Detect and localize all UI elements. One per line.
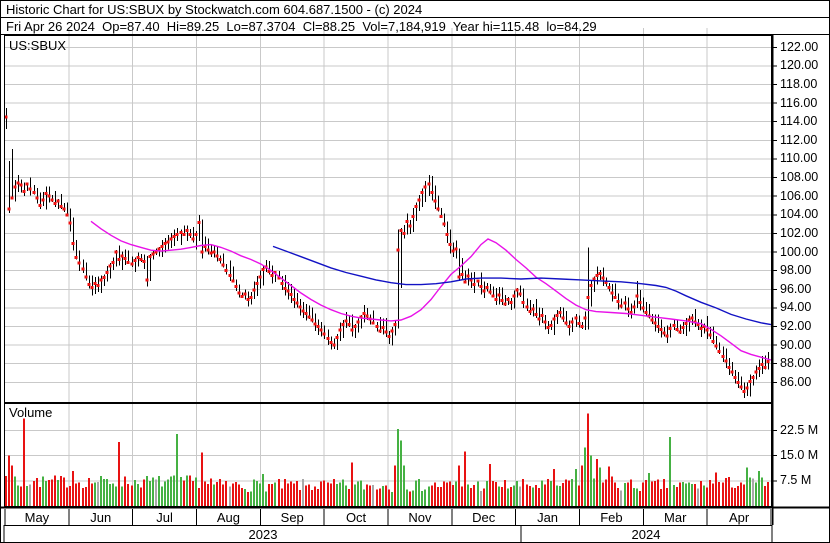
price-axis-label: 94.00 <box>780 300 812 315</box>
month-label-may: May <box>24 510 50 525</box>
symbol-label: US:SBUX <box>9 38 67 53</box>
price-axis-label: 96.00 <box>780 281 812 296</box>
month-label-dec: Dec <box>472 510 496 525</box>
volume-axis-label: 15.0 M <box>780 448 819 463</box>
price-axis-label: 106.00 <box>780 188 819 203</box>
price-axis-label: 92.00 <box>780 318 812 333</box>
price-axis-label: 108.00 <box>780 170 819 185</box>
month-label-mar: Mar <box>664 510 687 525</box>
price-axis-label: 116.00 <box>780 95 818 110</box>
price-axis-label: 88.00 <box>780 356 812 371</box>
price-axis-label: 100.00 <box>780 244 819 259</box>
month-label-sep: Sep <box>280 510 304 525</box>
price-axis-label: 104.00 <box>780 207 819 222</box>
price-axis-label: 90.00 <box>780 337 812 352</box>
month-label-jul: Jul <box>156 510 173 525</box>
header-title: Historic Chart for US:SBUX by Stockwatch… <box>6 2 423 17</box>
volume-axis-label: 7.5 M <box>780 473 812 488</box>
price-axis-label: 102.00 <box>780 225 819 240</box>
price-axis-label: 98.00 <box>780 263 812 278</box>
year-label-2024: 2024 <box>631 526 661 542</box>
month-label-apr: Apr <box>728 510 750 525</box>
volume-axis-label: 22.5 M <box>780 422 819 437</box>
price-axis-label: 118.00 <box>780 77 818 92</box>
month-label-jan: Jan <box>537 510 559 525</box>
price-axis-label: 120.00 <box>780 58 819 73</box>
month-label-feb: Feb <box>600 510 623 525</box>
price-axis-label: 86.00 <box>780 374 812 389</box>
price-axis-label: 110.00 <box>780 151 818 166</box>
price-axis-label: 114.00 <box>780 114 818 129</box>
month-label-aug: Aug <box>216 510 240 525</box>
year-label-2023: 2023 <box>248 526 278 542</box>
price-axis-label: 112.00 <box>780 132 818 147</box>
month-label-jun: Jun <box>90 510 112 525</box>
month-label-nov: Nov <box>408 510 432 525</box>
price-axis-label: 122.00 <box>780 39 819 54</box>
header-quote-line: Fri Apr 26 2024 Op=87.40 Hi=89.25 Lo=87.… <box>6 19 597 34</box>
month-label-oct: Oct <box>345 510 367 525</box>
volume-panel-label: Volume <box>9 405 53 420</box>
